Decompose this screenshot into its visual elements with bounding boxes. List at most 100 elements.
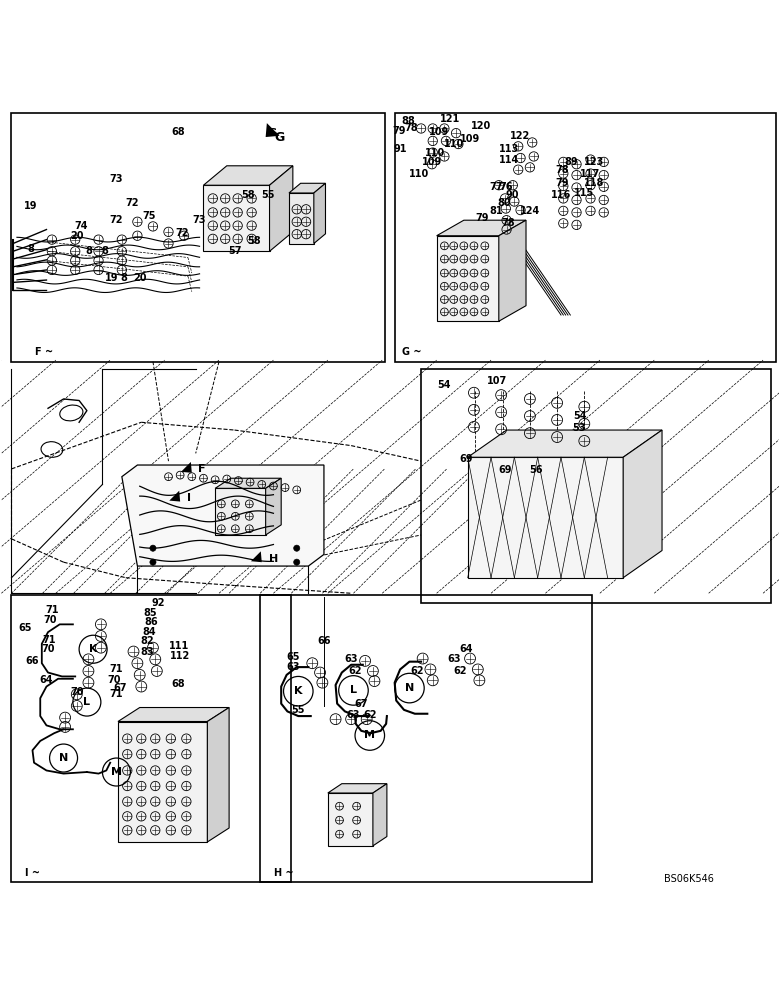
- Text: F: F: [198, 464, 206, 474]
- Text: 114: 114: [498, 155, 519, 165]
- Text: L: L: [350, 685, 357, 695]
- Polygon shape: [204, 185, 270, 251]
- Text: 70: 70: [44, 615, 57, 625]
- Text: 66: 66: [317, 636, 331, 646]
- Polygon shape: [207, 708, 229, 842]
- Text: BS06K546: BS06K546: [665, 874, 714, 884]
- Text: 120: 120: [471, 121, 491, 131]
- Polygon shape: [169, 491, 180, 502]
- Text: 55: 55: [292, 705, 305, 715]
- Text: 71: 71: [110, 664, 123, 674]
- Text: K: K: [89, 644, 98, 654]
- Text: 107: 107: [488, 376, 507, 386]
- Text: 122: 122: [509, 131, 530, 141]
- Text: 8: 8: [101, 246, 108, 256]
- Text: 70: 70: [108, 675, 121, 685]
- Circle shape: [293, 559, 300, 565]
- Text: 110: 110: [425, 148, 445, 158]
- Text: 66: 66: [26, 656, 39, 666]
- Text: 85: 85: [144, 608, 158, 618]
- Text: M: M: [111, 767, 122, 777]
- Text: 72: 72: [176, 228, 190, 238]
- Text: 78: 78: [404, 123, 418, 133]
- Text: 70: 70: [41, 644, 55, 654]
- Text: 68: 68: [172, 679, 186, 689]
- Text: 8: 8: [27, 244, 34, 254]
- Text: 64: 64: [459, 644, 473, 654]
- Text: 79: 79: [475, 213, 488, 223]
- Text: 54: 54: [438, 380, 451, 390]
- Text: 109: 109: [429, 127, 449, 137]
- Text: 117: 117: [580, 169, 601, 179]
- Text: 62: 62: [453, 666, 466, 676]
- Text: 115: 115: [574, 188, 594, 198]
- Text: L: L: [83, 697, 90, 707]
- Text: 54: 54: [573, 411, 587, 421]
- Text: 121: 121: [440, 114, 460, 124]
- Polygon shape: [270, 166, 292, 251]
- Text: 74: 74: [74, 221, 87, 231]
- Text: 113: 113: [498, 144, 519, 154]
- Text: 8: 8: [121, 273, 128, 283]
- Text: 56: 56: [530, 465, 543, 475]
- Polygon shape: [118, 708, 229, 722]
- Text: 63: 63: [345, 654, 358, 664]
- Text: 58: 58: [242, 190, 255, 200]
- Text: 112: 112: [170, 651, 190, 661]
- Text: 109: 109: [460, 134, 480, 144]
- Text: 91: 91: [393, 144, 407, 154]
- Text: 73: 73: [193, 215, 207, 225]
- Polygon shape: [122, 465, 324, 566]
- Text: 89: 89: [564, 157, 578, 167]
- Polygon shape: [251, 551, 262, 562]
- Polygon shape: [266, 123, 279, 137]
- Text: 124: 124: [519, 206, 540, 216]
- Text: 20: 20: [133, 273, 147, 283]
- Text: N: N: [405, 683, 414, 693]
- Text: 19: 19: [24, 201, 37, 211]
- Text: 84: 84: [142, 627, 156, 637]
- Text: 78: 78: [502, 218, 515, 228]
- Text: 62: 62: [363, 710, 378, 720]
- Text: 116: 116: [551, 190, 571, 200]
- Text: 68: 68: [172, 127, 186, 137]
- Text: 53: 53: [572, 423, 586, 433]
- Text: 72: 72: [110, 215, 123, 225]
- Polygon shape: [266, 478, 281, 535]
- Polygon shape: [215, 478, 281, 488]
- Polygon shape: [468, 430, 662, 457]
- Text: H: H: [269, 554, 278, 564]
- Text: 76: 76: [500, 182, 513, 192]
- Text: 110: 110: [444, 139, 464, 149]
- Text: 79: 79: [392, 126, 406, 136]
- Text: 73: 73: [110, 174, 123, 184]
- Text: 67: 67: [354, 699, 368, 709]
- Text: K: K: [294, 686, 303, 696]
- Text: 72: 72: [126, 198, 139, 208]
- Text: G ~: G ~: [402, 347, 421, 357]
- Polygon shape: [328, 793, 373, 846]
- Text: 88: 88: [401, 116, 415, 126]
- Text: I: I: [187, 493, 191, 503]
- Text: 110: 110: [410, 169, 430, 179]
- Polygon shape: [437, 236, 499, 321]
- Text: 65: 65: [18, 623, 31, 633]
- Text: 67: 67: [114, 683, 127, 693]
- Text: 55: 55: [261, 190, 275, 200]
- Text: 69: 69: [459, 454, 473, 464]
- Polygon shape: [468, 457, 623, 578]
- Text: 86: 86: [144, 617, 158, 627]
- Text: 111: 111: [168, 641, 189, 651]
- Text: G: G: [268, 128, 276, 138]
- Text: 92: 92: [151, 598, 165, 608]
- Text: 71: 71: [43, 635, 56, 645]
- Polygon shape: [204, 166, 292, 185]
- Text: M: M: [364, 730, 375, 740]
- Polygon shape: [328, 784, 387, 793]
- Polygon shape: [215, 488, 266, 535]
- Text: 83: 83: [140, 647, 154, 657]
- Text: 20: 20: [70, 231, 83, 241]
- Circle shape: [150, 559, 156, 565]
- Text: 78: 78: [555, 165, 569, 175]
- Text: N: N: [59, 753, 68, 763]
